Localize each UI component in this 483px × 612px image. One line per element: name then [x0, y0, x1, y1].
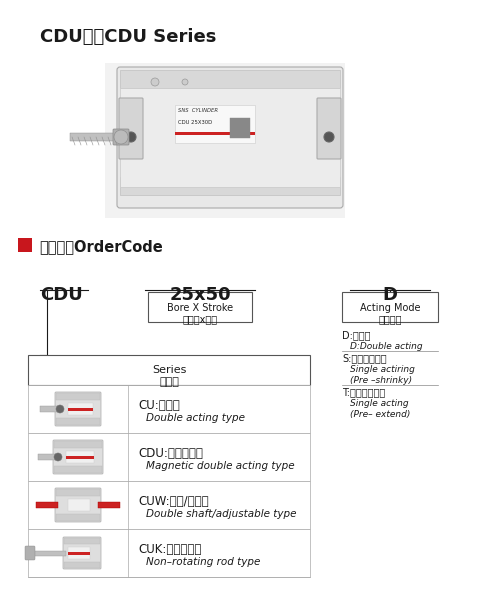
Text: Double acting type: Double acting type [146, 413, 245, 423]
Bar [54, 466, 102, 473]
Bar [28, 551, 66, 556]
Circle shape [151, 78, 159, 86]
Bar [70, 133, 122, 141]
Text: CUW:双轴/可调型: CUW:双轴/可调型 [138, 495, 209, 508]
Text: S:单作用预缩式: S:单作用预缩式 [342, 353, 386, 363]
Bar [56, 393, 100, 400]
Text: Series: Series [152, 365, 186, 375]
FancyBboxPatch shape [53, 440, 103, 474]
Bar [56, 489, 100, 496]
Bar [120, 88, 340, 187]
Bar [56, 514, 100, 521]
Bar [68, 547, 90, 559]
FancyBboxPatch shape [55, 392, 101, 426]
Bar [342, 292, 438, 322]
Text: CDU:带磁复动型: CDU:带磁复动型 [138, 447, 203, 460]
Text: 25x50: 25x50 [169, 286, 231, 304]
FancyBboxPatch shape [120, 177, 340, 195]
Text: D: D [383, 286, 398, 304]
Text: 系列号: 系列号 [159, 377, 179, 387]
Bar [68, 552, 90, 555]
Bar [98, 502, 120, 508]
Bar [68, 403, 93, 415]
Circle shape [114, 130, 128, 144]
Circle shape [126, 132, 136, 142]
Bar [68, 499, 90, 511]
Text: Single acting: Single acting [350, 399, 409, 408]
Text: CDU系列CDU Series: CDU系列CDU Series [40, 28, 216, 46]
Text: 订货型号OrderCode: 订货型号OrderCode [39, 239, 163, 254]
Text: CDU 25X30D: CDU 25X30D [178, 120, 212, 125]
Bar [148, 292, 252, 322]
FancyBboxPatch shape [55, 488, 101, 522]
Text: 动作型式: 动作型式 [378, 314, 402, 324]
FancyBboxPatch shape [120, 70, 340, 88]
Bar [28, 481, 310, 529]
Text: Non–rotating rod type: Non–rotating rod type [146, 557, 260, 567]
Circle shape [56, 405, 64, 413]
Bar [54, 441, 102, 448]
Text: SNS  CYLINDER: SNS CYLINDER [178, 108, 218, 113]
FancyBboxPatch shape [119, 98, 143, 159]
Bar [18, 238, 32, 252]
Bar [28, 529, 310, 577]
Circle shape [54, 453, 62, 461]
Text: CU:复动型: CU:复动型 [138, 399, 180, 412]
Bar [230, 118, 250, 138]
Text: (Pre– extend): (Pre– extend) [350, 410, 411, 419]
FancyBboxPatch shape [105, 63, 345, 218]
Text: D:Double acting: D:Double acting [350, 342, 423, 351]
Bar [40, 406, 58, 412]
Bar [66, 451, 94, 463]
Bar [28, 385, 310, 433]
Bar [64, 538, 100, 544]
Bar [175, 132, 255, 135]
Text: CDU: CDU [40, 286, 83, 304]
Bar [66, 456, 94, 459]
Text: (Pre –shrinky): (Pre –shrinky) [350, 376, 412, 385]
Text: Acting Mode: Acting Mode [360, 303, 420, 313]
Bar [64, 562, 100, 568]
FancyBboxPatch shape [25, 546, 35, 560]
Bar [28, 355, 310, 385]
FancyBboxPatch shape [317, 98, 341, 159]
Text: T:单作用预伸式: T:单作用预伸式 [342, 387, 385, 397]
Text: 缸内径x行程: 缸内径x行程 [183, 314, 217, 324]
FancyBboxPatch shape [175, 105, 255, 143]
Text: Double shaft/adjustable type: Double shaft/adjustable type [146, 509, 297, 519]
FancyBboxPatch shape [63, 537, 101, 569]
Circle shape [324, 132, 334, 142]
Text: Single actiring: Single actiring [350, 365, 415, 374]
FancyBboxPatch shape [113, 129, 129, 145]
FancyBboxPatch shape [117, 67, 343, 208]
Text: Bore X Stroke: Bore X Stroke [167, 303, 233, 313]
Text: D:复动式: D:复动式 [342, 330, 370, 340]
Bar [56, 418, 100, 425]
Bar [28, 433, 310, 481]
Circle shape [182, 79, 188, 85]
Text: CUK:杆不回转型: CUK:杆不回转型 [138, 543, 201, 556]
Text: Magnetic double acting type: Magnetic double acting type [146, 461, 295, 471]
Bar [68, 408, 93, 411]
Bar [38, 454, 56, 460]
Bar [36, 502, 58, 508]
